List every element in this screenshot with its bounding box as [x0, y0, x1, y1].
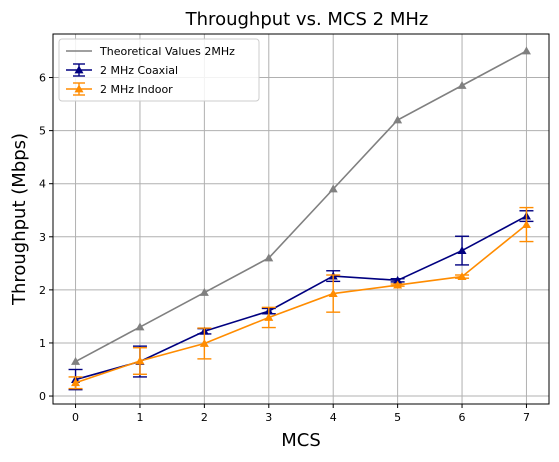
plot-frame — [52, 33, 550, 405]
data-point — [521, 220, 531, 228]
data-point — [457, 272, 467, 280]
x-tick-label: 2 — [201, 411, 208, 424]
y-tick-label: 2 — [39, 284, 46, 297]
data-point — [393, 275, 403, 284]
legend: Theoretical Values 2MHz 2 MHz Coaxial 2 MH… — [58, 38, 260, 102]
y-tick-label: 3 — [39, 231, 46, 244]
chart-title: Throughput vs. MCS 2 MHz — [185, 9, 429, 30]
series-0 — [71, 46, 531, 365]
x-tick-label: 1 — [136, 411, 143, 424]
data-point — [328, 184, 338, 193]
x-tick-label: 7 — [523, 411, 530, 424]
data-point — [135, 356, 145, 365]
data-point — [521, 46, 531, 55]
x-tick-label: 5 — [394, 411, 401, 424]
y-tick-label: 5 — [39, 125, 46, 138]
series-line — [75, 215, 527, 381]
data-point — [393, 280, 403, 289]
y-tick-label: 1 — [39, 337, 46, 350]
series-layer — [68, 46, 534, 391]
series-line — [75, 50, 527, 363]
legend-marker — [74, 65, 84, 74]
data-point — [328, 289, 338, 297]
data-point — [199, 288, 209, 296]
data-point — [457, 246, 467, 254]
legend-label: 2 MHz Indoor — [100, 83, 173, 96]
legend-marker — [74, 84, 84, 93]
data-point — [71, 357, 81, 365]
y-tick-label: 4 — [39, 178, 46, 191]
data-point — [135, 322, 145, 331]
x-tick-label: 0 — [72, 411, 79, 424]
data-point — [264, 253, 274, 262]
x-tick-label: 3 — [265, 411, 272, 424]
legend-label: 2 MHz Coaxial — [100, 64, 178, 77]
y-axis-label: Throughput (Mbps) — [9, 133, 30, 306]
data-point — [457, 80, 467, 89]
series-2 — [68, 206, 534, 390]
y-tick-label: 6 — [39, 72, 46, 85]
data-point — [71, 378, 81, 387]
data-point — [393, 115, 403, 124]
series-line — [75, 223, 527, 384]
y-tick-label: 0 — [39, 390, 46, 403]
x-tick-label: 4 — [330, 411, 337, 424]
legend-box — [58, 38, 260, 102]
grid — [53, 34, 549, 404]
data-point — [264, 312, 274, 321]
data-point — [199, 338, 209, 347]
x-axis-label: MCS — [281, 430, 321, 451]
ticks: 0 1 2 3 4 5 6 7 0 1 2 3 4 5 6 — [39, 72, 530, 424]
x-tick-label: 6 — [459, 411, 466, 424]
legend-label: Theoretical Values 2MHz — [99, 45, 235, 58]
